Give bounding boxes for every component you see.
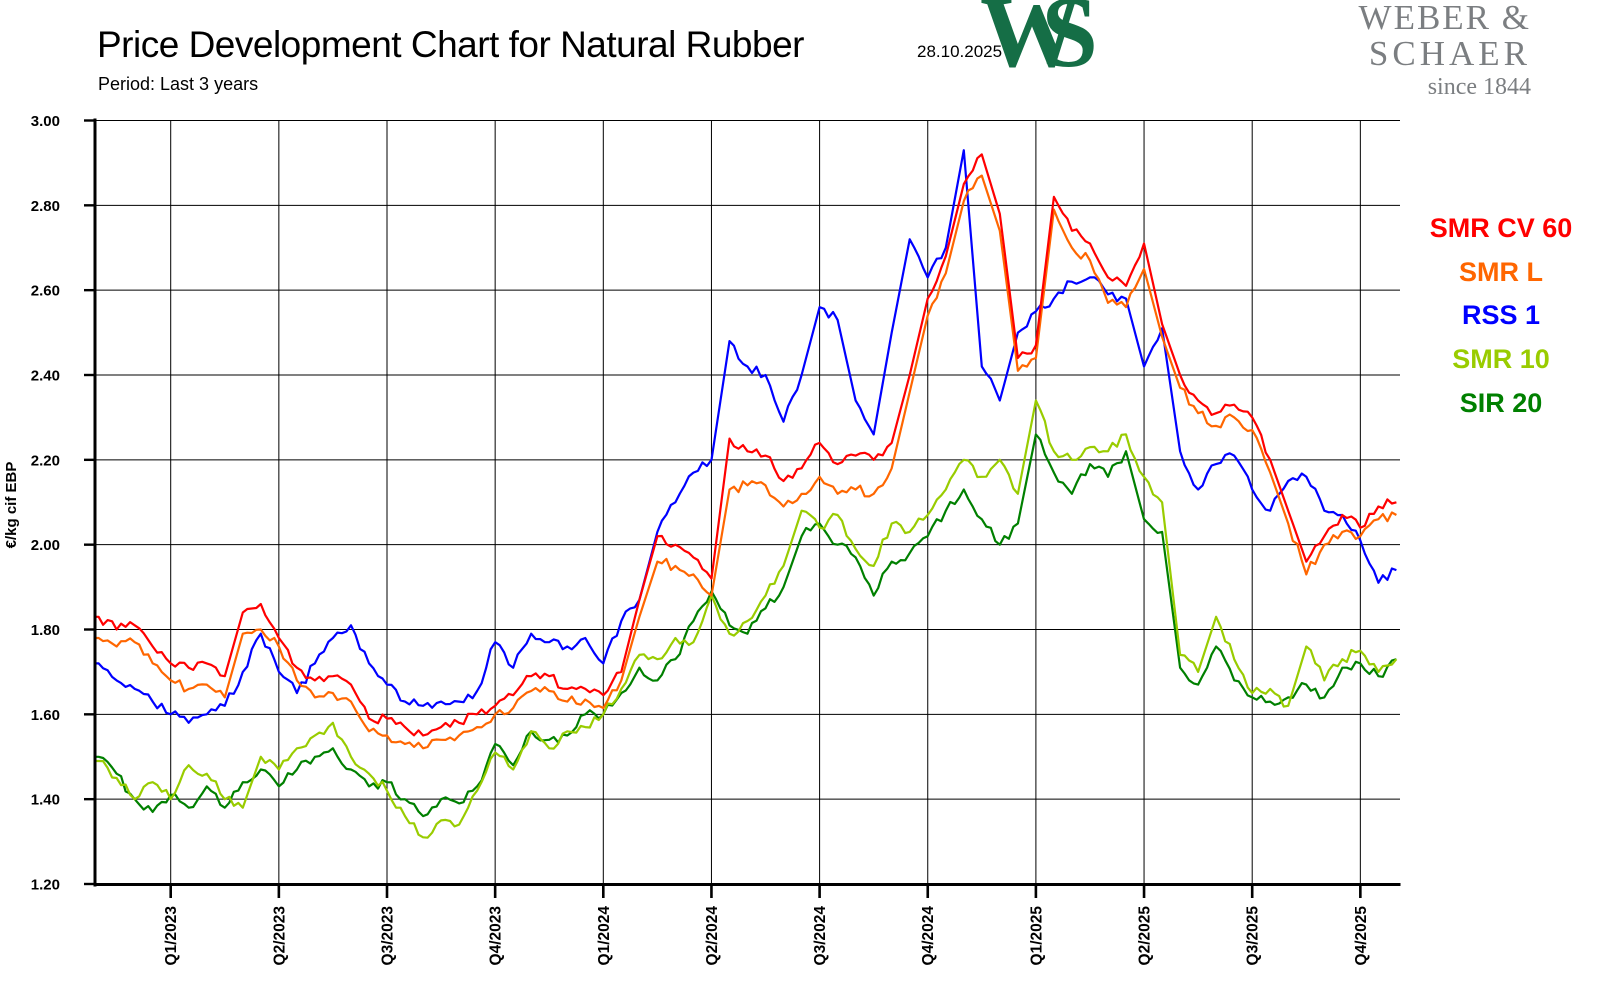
x-tick-label: Q4/2023 — [488, 906, 505, 966]
x-tick-label: Q2/2025 — [1137, 906, 1154, 966]
legend-label-sir-20: SIR 20 — [1459, 387, 1543, 418]
x-tick-label: Q1/2023 — [163, 906, 180, 966]
y-tick-label: 2.80 — [31, 198, 60, 215]
logo-text: WEBER & SCHAER since 1844 — [1271, 0, 1531, 101]
x-tick-label: Q2/2023 — [271, 906, 288, 966]
x-axis-spine — [93, 883, 1401, 886]
series-line-smr-10 — [95, 399, 1398, 839]
chart-axes: 3.00 2.80 2.60 2.40 2.20 2.00 1.80 1.60 1.40 1.20… — [31, 113, 1401, 965]
chart-grid — [95, 120, 1400, 884]
y-tick-label: 3.00 — [31, 113, 60, 130]
logo-tagline: since 1844 — [1427, 74, 1531, 100]
y-tick-label: 2.00 — [31, 537, 60, 554]
x-tick-label: Q1/2024 — [596, 906, 613, 966]
y-tick-label: 2.60 — [31, 283, 60, 300]
logo-name-line1: WEBER & — [1358, 0, 1531, 37]
x-tick-label: Q4/2024 — [920, 906, 937, 966]
legend-label-smr-cv-60: SMR CV 60 — [1429, 213, 1573, 243]
y-tick-label: 2.20 — [31, 452, 60, 469]
series-line-sir-20 — [95, 433, 1397, 818]
y-tick-label: 1.60 — [31, 707, 60, 724]
y-axis-title: €/kg cif EBP — [3, 462, 20, 549]
y-tick-label: 1.20 — [31, 877, 60, 894]
y-tick-label: 1.40 — [31, 792, 60, 809]
chart-series — [95, 149, 1398, 839]
x-tick-label: Q3/2025 — [1245, 906, 1262, 966]
x-tick-label: Q3/2023 — [380, 906, 397, 966]
x-tick-label: Q1/2025 — [1028, 906, 1045, 966]
x-tick-label: Q4/2025 — [1353, 906, 1370, 966]
logo-name-line2: SCHAER — [1368, 34, 1531, 73]
monogram-s: S — [1041, 0, 1098, 89]
series-line-smr-cv-60 — [95, 153, 1397, 737]
y-axis-spine — [93, 118, 97, 887]
page-title: Price Development Chart for Natural Rubb… — [97, 24, 805, 65]
monogram-w: W — [980, 0, 1082, 89]
series-line-rss-1 — [95, 149, 1397, 724]
y-tick-label: 1.80 — [31, 622, 60, 639]
legend-label-smr-10: SMR 10 — [1452, 344, 1550, 375]
weber-schaer-logo: WS WEBER & SCHAER since 1844 — [980, 0, 1531, 115]
chart-date: 28.10.2025 — [917, 42, 1003, 61]
ws-monogram-icon: WS — [980, 0, 1098, 91]
x-tick-label: Q2/2024 — [704, 906, 721, 966]
chart-period-subtitle: Period: Last 3 years — [98, 74, 259, 94]
legend-label-smr-l: SMR L — [1459, 256, 1543, 287]
y-tick-label: 2.40 — [31, 368, 60, 385]
legend-label-rss-1: RSS 1 — [1461, 300, 1541, 331]
x-tick-label: Q3/2024 — [812, 906, 829, 966]
series-line-smr-l — [95, 174, 1397, 750]
